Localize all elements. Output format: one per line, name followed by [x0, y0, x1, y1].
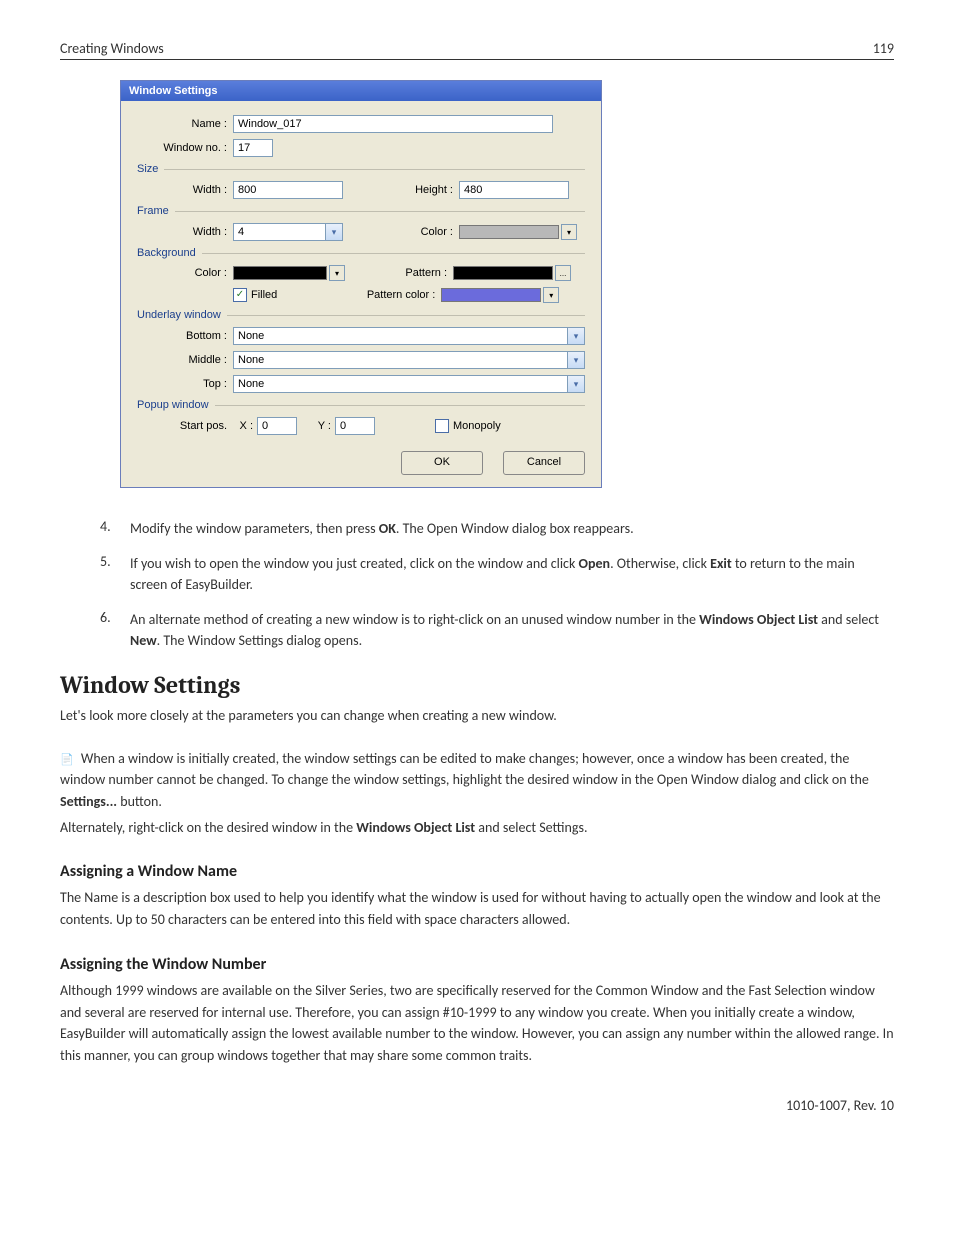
monopoly-checkbox[interactable]: Monopoly: [435, 419, 501, 433]
step-4: 4. Modify the window parameters, then pr…: [100, 518, 894, 539]
section-intro: Let's look more closely at the parameter…: [60, 705, 894, 727]
size-legend: Size: [137, 163, 158, 175]
bold: New: [130, 632, 157, 649]
background-legend: Background: [137, 247, 196, 259]
middle-label: Middle :: [137, 354, 233, 366]
monopoly-label: Monopoly: [453, 420, 501, 432]
header-left: Creating Windows: [60, 40, 164, 57]
bg-color-swatch: [233, 266, 327, 280]
width-label: Width :: [137, 184, 233, 196]
bg-color-label: Color :: [137, 267, 233, 279]
window-no-label: Window no. :: [137, 142, 233, 154]
text: . Otherwise, click: [610, 555, 710, 572]
filled-checkbox[interactable]: ✓ Filled: [233, 288, 277, 302]
step-number: 4.: [100, 518, 118, 539]
pattern-color-swatch: [441, 288, 541, 302]
x-input[interactable]: [257, 417, 297, 435]
chevron-down-icon: ▾: [567, 328, 584, 344]
text: and select: [818, 611, 879, 628]
width-input[interactable]: [233, 181, 343, 199]
sub2-text: Although 1999 windows are available on t…: [60, 980, 894, 1067]
bold: OK: [379, 520, 396, 537]
step-5: 5. If you wish to open the window you ju…: [100, 553, 894, 595]
dropdown-icon: ▾: [561, 224, 577, 240]
note-icon: 📄: [60, 751, 74, 768]
frame-width-select[interactable]: 4 ▾: [233, 223, 343, 241]
footer: 1010-1007, Rev. 10: [60, 1097, 894, 1114]
bottom-label: Bottom :: [137, 330, 233, 342]
header-right: 119: [873, 40, 894, 57]
window-settings-dialog: Window Settings Name : Window no. : Size…: [120, 80, 602, 488]
text: . The Open Window dialog box reappears.: [396, 520, 634, 537]
name-label: Name :: [137, 118, 233, 130]
frame-legend: Frame: [137, 205, 169, 217]
more-icon: ...: [555, 265, 571, 281]
height-label: Height :: [393, 184, 459, 196]
x-label: X :: [233, 420, 257, 432]
top-select[interactable]: None ▾: [233, 375, 585, 393]
text: and select Settings.: [475, 819, 587, 836]
y-label: Y :: [297, 420, 335, 432]
bold: Windows Object List: [699, 611, 818, 628]
dropdown-icon: ▾: [543, 287, 559, 303]
ok-button[interactable]: OK: [401, 451, 483, 475]
pattern-label: Pattern :: [387, 267, 453, 279]
bold: Settings...: [60, 793, 117, 810]
middle-value: None: [234, 354, 268, 366]
frame-width-value: 4: [234, 226, 248, 238]
top-value: None: [234, 378, 268, 390]
sub2-title: Assigning the Window Number: [60, 955, 894, 974]
step-number: 6.: [100, 609, 118, 651]
sub1-text: The Name is a description box used to he…: [60, 887, 894, 930]
text: If you wish to open the window you just …: [130, 555, 579, 572]
window-no-input[interactable]: [233, 139, 273, 157]
pattern-color-label: Pattern color :: [357, 289, 441, 301]
chevron-down-icon: ▾: [567, 376, 584, 392]
frame-width-label: Width :: [137, 226, 233, 238]
name-input[interactable]: [233, 115, 553, 133]
popup-legend: Popup window: [137, 399, 209, 411]
frame-color-label: Color :: [393, 226, 459, 238]
text: . The Window Settings dialog opens.: [157, 632, 362, 649]
bottom-select[interactable]: None ▾: [233, 327, 585, 345]
dialog-title: Window Settings: [121, 81, 601, 101]
sub1-title: Assigning a Window Name: [60, 862, 894, 881]
step-number: 5.: [100, 553, 118, 595]
bottom-value: None: [234, 330, 268, 342]
underlay-legend: Underlay window: [137, 309, 221, 321]
frame-color-picker[interactable]: ▾: [459, 224, 577, 240]
chevron-down-icon: ▾: [567, 352, 584, 368]
frame-color-swatch: [459, 225, 559, 239]
text: button.: [117, 793, 162, 810]
filled-label: Filled: [251, 289, 277, 301]
text: Alternately, right-click on the desired …: [60, 819, 356, 836]
chevron-down-icon: ▾: [325, 224, 342, 240]
text: Modify the window parameters, then press: [130, 520, 379, 537]
checkbox-icon: [435, 419, 449, 433]
section-title: Window Settings: [60, 671, 894, 699]
middle-select[interactable]: None ▾: [233, 351, 585, 369]
step-6: 6. An alternate method of creating a new…: [100, 609, 894, 651]
y-input[interactable]: [335, 417, 375, 435]
bg-color-picker[interactable]: ▾: [233, 265, 345, 281]
pattern-swatch: [453, 266, 553, 280]
bold: Exit: [710, 555, 732, 572]
pattern-picker[interactable]: ...: [453, 265, 571, 281]
text: When a window is initially created, the …: [60, 750, 869, 789]
height-input[interactable]: [459, 181, 569, 199]
top-label: Top :: [137, 378, 233, 390]
check-icon: ✓: [233, 288, 247, 302]
cancel-button[interactable]: Cancel: [503, 451, 585, 475]
bold: Windows Object List: [356, 819, 475, 836]
bold: Open: [579, 555, 611, 572]
startpos-label: Start pos.: [137, 420, 233, 432]
text: An alternate method of creating a new wi…: [130, 611, 699, 628]
dropdown-icon: ▾: [329, 265, 345, 281]
pattern-color-picker[interactable]: ▾: [441, 287, 559, 303]
